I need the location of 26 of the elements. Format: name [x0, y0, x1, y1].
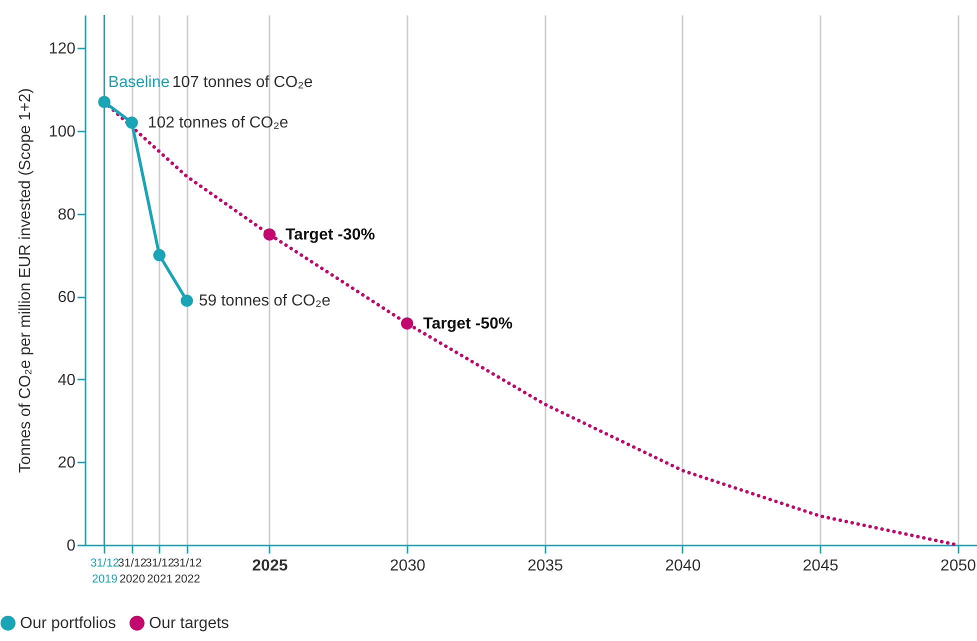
x-tick-label: 2045: [802, 558, 838, 574]
annotation: Target -50%: [423, 315, 513, 332]
x-tick-label: 2025: [252, 558, 288, 574]
y-tick-label: 60: [58, 289, 76, 306]
x-tick-label: 2030: [390, 558, 426, 574]
annotation: Baseline: [108, 74, 170, 91]
x-tick-label: 2050: [940, 558, 976, 574]
y-axis-title: Tonnes of CO₂e per million EUR invested (Scope 1+2): [16, 88, 34, 473]
x-tick-label: 31/12 2019: [90, 558, 120, 586]
x-tick-label: 31/12 2020: [118, 558, 147, 586]
y-tick-label: 120: [48, 40, 76, 58]
y-tick-label: 0: [66, 538, 76, 554]
annotation: 59 tonnes of CO₂e: [198, 292, 331, 310]
y-tick-label: 80: [58, 206, 76, 224]
x-tick-label: 31/12 2021: [145, 558, 174, 586]
legend-label: Our targets: [149, 615, 230, 632]
legend-label: Our portfolios: [20, 615, 116, 632]
x-tick-label: 2040: [665, 558, 701, 574]
annotation: 102 tonnes of CO₂e: [148, 114, 288, 132]
annotation: Target -30%: [285, 226, 375, 244]
annotation: 107 tonnes of CO₂e: [172, 74, 313, 91]
x-tick-label: 2035: [527, 558, 564, 574]
y-tick-label: 40: [58, 372, 76, 389]
y-tick-label: 20: [58, 454, 76, 472]
x-tick-label: 31/12 2022: [172, 558, 202, 586]
y-tick-label: 100: [48, 123, 76, 140]
